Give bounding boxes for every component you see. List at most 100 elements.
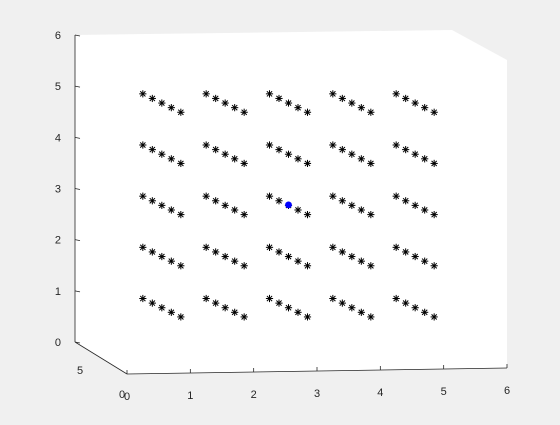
asterisk-marker xyxy=(148,197,156,205)
asterisk-marker xyxy=(177,313,185,321)
asterisk-marker xyxy=(139,90,147,98)
asterisk-stroke xyxy=(158,304,165,311)
asterisk-marker xyxy=(265,243,274,251)
asterisk-stroke xyxy=(358,104,365,111)
asterisk-stroke xyxy=(276,300,282,307)
asterisk-stroke xyxy=(431,262,438,269)
asterisk-stroke xyxy=(402,197,409,204)
x-tick-label: 1 xyxy=(187,390,193,402)
z-tick-label: 0 xyxy=(119,389,125,401)
asterisk-stroke xyxy=(177,211,184,218)
asterisk-stroke xyxy=(168,207,175,213)
asterisk-marker xyxy=(231,206,239,214)
asterisk-stroke xyxy=(203,244,210,251)
asterisk-marker xyxy=(148,146,156,154)
asterisk-stroke xyxy=(339,249,346,255)
asterisk-stroke xyxy=(402,249,409,255)
asterisk-stroke xyxy=(393,142,400,148)
asterisk-marker xyxy=(231,257,239,265)
asterisk-stroke xyxy=(149,95,156,102)
asterisk-stroke xyxy=(393,295,400,302)
asterisk-stroke xyxy=(266,193,273,200)
asterisk-stroke xyxy=(139,142,146,148)
asterisk-stroke xyxy=(348,100,355,106)
asterisk-marker xyxy=(221,99,229,107)
asterisk-stroke xyxy=(203,295,210,302)
y-tick xyxy=(74,34,81,37)
asterisk-stroke xyxy=(329,142,336,148)
asterisk-stroke xyxy=(158,100,165,106)
asterisk-stroke xyxy=(149,300,156,307)
highlight-point xyxy=(285,201,292,209)
asterisk-stroke xyxy=(348,253,355,260)
asterisk-stroke xyxy=(231,258,238,265)
asterisk-marker xyxy=(294,206,302,214)
asterisk-marker xyxy=(221,252,229,261)
asterisk-stroke xyxy=(367,313,374,320)
asterisk-marker xyxy=(167,155,175,163)
asterisk-marker xyxy=(148,299,156,307)
asterisk-stroke xyxy=(276,249,282,255)
asterisk-marker xyxy=(402,248,410,256)
asterisk-stroke xyxy=(139,295,146,302)
asterisk-marker xyxy=(367,108,375,116)
asterisk-marker xyxy=(402,146,410,154)
asterisk-stroke xyxy=(402,95,409,102)
x-tick-label: 0 xyxy=(124,391,130,403)
asterisk-marker xyxy=(231,308,239,316)
asterisk-stroke xyxy=(367,160,374,167)
asterisk-marker xyxy=(303,313,312,321)
asterisk-marker xyxy=(348,252,356,261)
asterisk-marker xyxy=(221,201,229,209)
asterisk-marker xyxy=(158,201,166,209)
asterisk-marker xyxy=(221,304,229,312)
asterisk-marker xyxy=(167,206,175,214)
asterisk-stroke xyxy=(393,193,400,200)
asterisk-stroke xyxy=(231,309,238,316)
asterisk-marker xyxy=(231,104,239,112)
asterisk-stroke xyxy=(231,155,238,162)
asterisk-marker xyxy=(158,150,166,158)
asterisk-marker xyxy=(265,192,274,200)
asterisk-marker xyxy=(357,206,365,214)
asterisk-marker xyxy=(212,248,220,256)
asterisk-stroke xyxy=(177,160,184,167)
asterisk-marker xyxy=(275,94,283,103)
y-tick-label: 2 xyxy=(55,235,61,247)
asterisk-marker xyxy=(411,201,419,209)
asterisk-stroke xyxy=(276,95,282,102)
asterisk-stroke xyxy=(285,100,292,106)
asterisk-marker xyxy=(430,210,438,219)
asterisk-stroke xyxy=(168,309,175,316)
asterisk-marker xyxy=(411,304,419,312)
asterisk-stroke xyxy=(212,95,219,102)
asterisk-stroke xyxy=(266,295,273,302)
asterisk-marker xyxy=(177,262,185,270)
asterisk-stroke xyxy=(168,155,175,162)
asterisk-marker xyxy=(430,262,438,270)
asterisk-marker xyxy=(367,262,375,270)
asterisk-stroke xyxy=(358,258,365,265)
asterisk-stroke xyxy=(348,151,355,158)
y-tick-label: 1 xyxy=(55,286,61,298)
asterisk-stroke xyxy=(231,207,238,213)
asterisk-stroke xyxy=(203,193,210,200)
asterisk-marker xyxy=(212,197,220,205)
z-tick-label: 5 xyxy=(77,365,83,377)
asterisk-marker xyxy=(421,206,429,214)
asterisk-stroke xyxy=(329,193,336,200)
asterisk-marker xyxy=(265,294,274,303)
asterisk-stroke xyxy=(139,244,146,251)
asterisk-stroke xyxy=(285,151,292,158)
asterisk-stroke xyxy=(177,109,184,116)
asterisk-marker xyxy=(421,104,429,112)
asterisk-stroke xyxy=(149,249,156,255)
asterisk-stroke xyxy=(203,142,210,148)
asterisk-marker xyxy=(167,104,175,112)
asterisk-marker xyxy=(338,146,346,154)
asterisk-stroke xyxy=(266,244,273,251)
asterisk-marker xyxy=(202,243,210,251)
asterisk-marker xyxy=(139,192,147,200)
asterisk-marker xyxy=(158,304,166,312)
